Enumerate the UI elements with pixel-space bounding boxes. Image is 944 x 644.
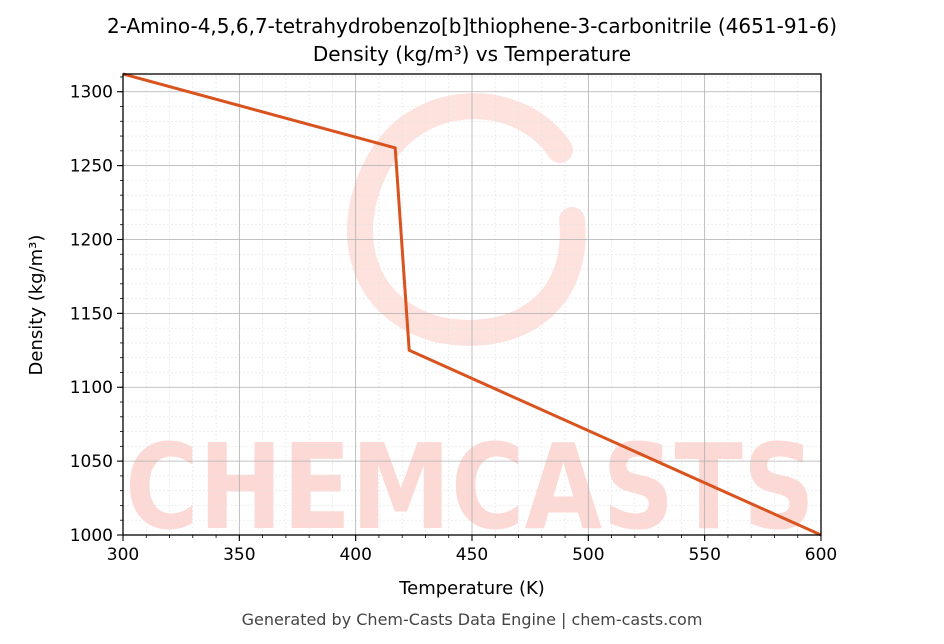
y-tick-label: 1100	[70, 378, 113, 398]
y-tick-label: 1250	[70, 157, 113, 177]
x-tick-label: 350	[223, 545, 255, 565]
x-tick-label: 400	[339, 545, 371, 565]
x-tick-label: 500	[572, 545, 604, 565]
chart-title: 2-Amino-4,5,6,7-tetrahydrobenzo[b]thioph…	[107, 14, 837, 38]
density-series-line	[122, 72, 822, 537]
chart-subtitle: Density (kg/m³) vs Temperature	[313, 42, 631, 66]
series-layer	[122, 72, 822, 537]
x-tick-label: 550	[688, 545, 720, 565]
x-tick-label: 450	[456, 545, 488, 565]
watermark-text: CHEMCASTS	[125, 418, 815, 556]
x-axis-label: Temperature (K)	[398, 578, 545, 599]
y-tick-label: 1050	[70, 452, 113, 472]
y-tick-label: 1300	[70, 83, 113, 103]
watermark: CHEMCASTS	[125, 93, 815, 556]
x-tick-label: 600	[805, 545, 837, 565]
y-tick-label: 1000	[70, 526, 113, 546]
ticks: 300 350 400 450 500 550 600 1000 1050 1100 1150 120…	[70, 76, 837, 565]
y-tick-label: 1200	[70, 230, 113, 250]
x-tick-label: 300	[107, 545, 139, 565]
y-axis-label: Density (kg/m³)	[26, 235, 47, 376]
footer-credit: Generated by Chem-Casts Data Engine | ch…	[242, 610, 703, 629]
y-tick-label: 1150	[70, 304, 113, 324]
